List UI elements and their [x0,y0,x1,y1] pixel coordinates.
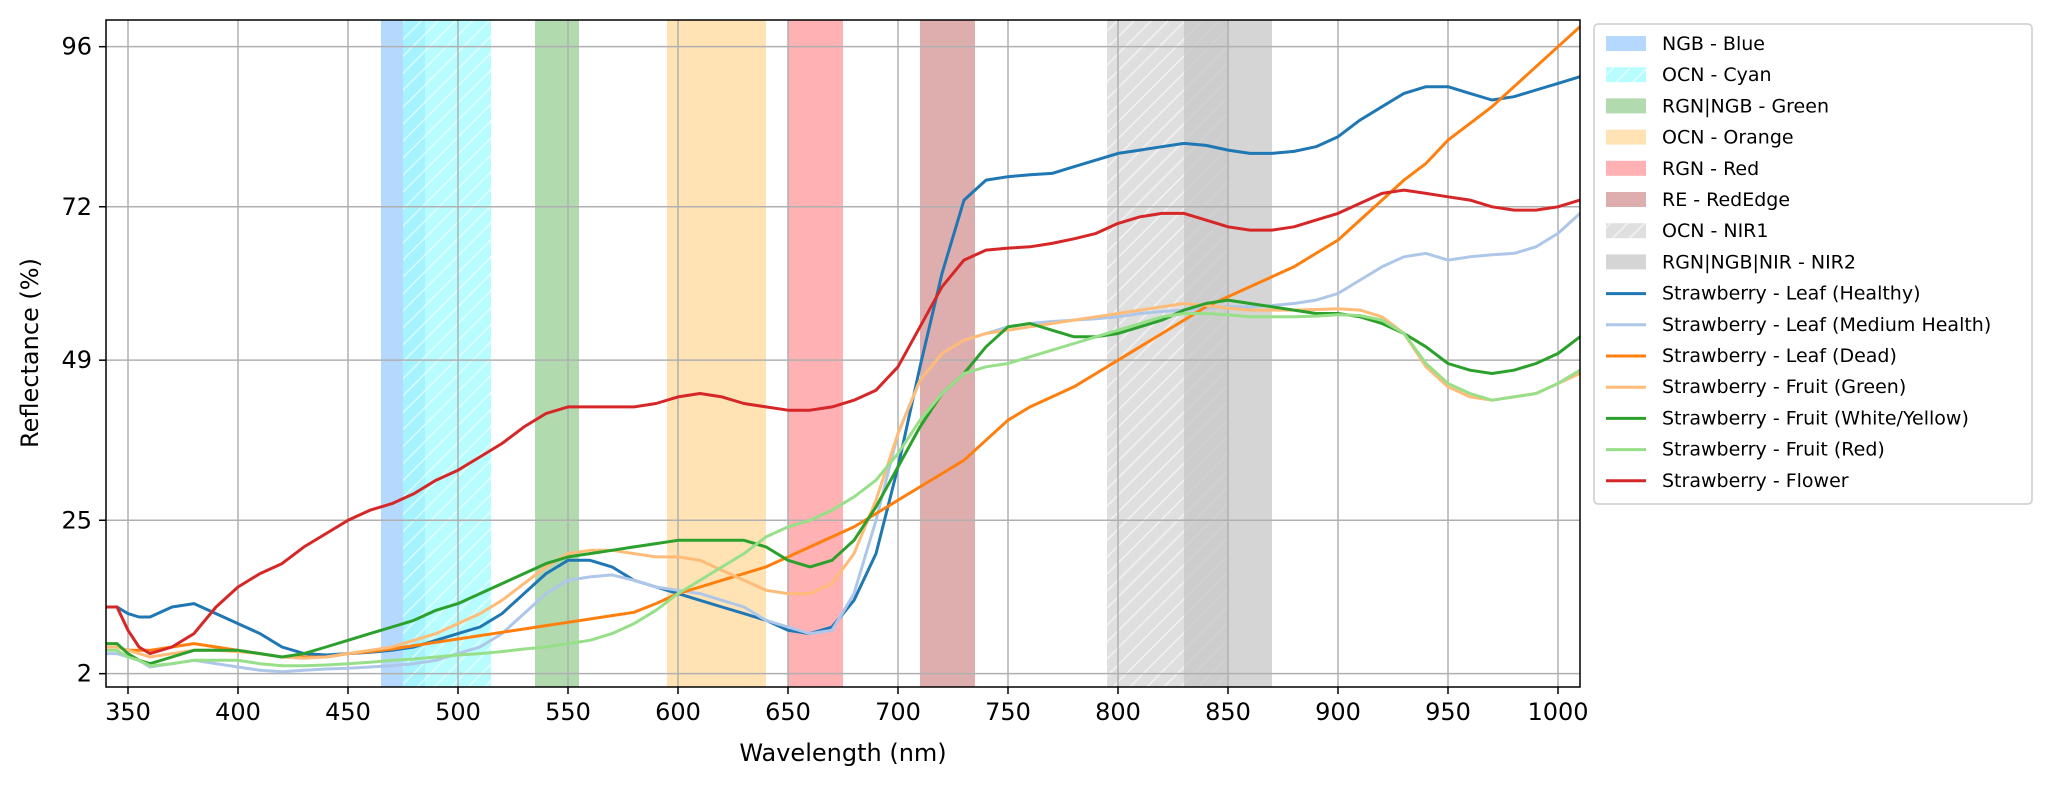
legend-label-rgn-ngb-green: RGN|NGB - Green [1662,95,1829,117]
y-tick-label: 25 [61,506,92,534]
legend-swatch-rgn-ngb-green [1606,98,1646,114]
legend-label-ngb-blue: NGB - Blue [1662,33,1765,55]
x-tick-label: 350 [105,698,151,726]
x-tick-label: 800 [1095,698,1141,726]
legend-label-strawberry-fruit-white-yellow: Strawberry - Fruit (White/Yellow) [1662,407,1969,429]
x-tick-label: 450 [325,698,371,726]
legend-label-strawberry-leaf-healthy: Strawberry - Leaf (Healthy) [1662,283,1921,305]
data-series [106,25,1580,674]
x-tick-label: 700 [875,698,921,726]
series-line-strawberry-leaf-medium-health [106,211,1580,674]
legend-swatch-hatch [1606,223,1646,239]
x-tick-label: 750 [985,698,1031,726]
legend-label-strawberry-leaf-dead: Strawberry - Leaf (Dead) [1662,345,1897,367]
legend-label-strawberry-leaf-medium-health: Strawberry - Leaf (Medium Health) [1662,314,1991,336]
band-re-rededge [920,20,975,687]
band-rgn-red [788,20,843,687]
legend: NGB - Blue OCN - Cyan RGN|NGB - Green OCN -… [1593,23,2033,505]
legend-label-rgn-ngb-nir-nir2: RGN|NGB|NIR - NIR2 [1662,251,1856,273]
legend-label-strawberry-fruit-green: Strawberry - Fruit (Green) [1662,376,1906,398]
series-line-strawberry-fruit-green [106,302,1580,660]
legend-label-ocn-nir1: OCN - NIR1 [1662,220,1768,242]
legend-label-ocn-cyan: OCN - Cyan [1662,64,1772,86]
band-hatch-ocn-cyan [403,20,491,687]
x-tick-label: 400 [215,698,261,726]
y-tick-label: 2 [77,660,92,688]
y-tick-label: 96 [61,33,92,61]
x-tick-label: 950 [1425,698,1471,726]
legend-label-rgn-red: RGN - Red [1662,158,1759,180]
band-ocn-orange [667,20,766,687]
legend-swatch-ocn-orange [1606,129,1646,145]
y-axis-ticks: 2 25 49 72 96 [61,33,106,688]
x-tick-label: 550 [545,698,591,726]
x-axis-label: Wavelength (nm) [739,739,946,767]
x-tick-label: 1000 [1527,698,1588,726]
legend-swatch-hatch [1606,67,1646,83]
x-tick-label: 500 [435,698,481,726]
legend-swatch-rgn-ngb-nir-nir2 [1606,254,1646,270]
legend-label-strawberry-fruit-red: Strawberry - Fruit (Red) [1662,439,1885,461]
series-line-strawberry-leaf-healthy [106,75,1580,657]
series-line-strawberry-flower [106,188,1580,656]
legend-swatch-re-rededge [1606,192,1646,207]
legend-swatch-rgn-red [1606,160,1646,176]
legend-swatch-ngb-blue [1606,36,1646,51]
grid-lines [106,20,1580,687]
legend-box [1593,23,2033,505]
series-line-strawberry-fruit-red [106,312,1580,668]
x-tick-label: 650 [765,698,811,726]
y-axis-label: Reflectance (%) [16,258,44,448]
x-tick-label: 600 [655,698,701,726]
x-tick-label: 900 [1315,698,1361,726]
y-tick-label: 72 [61,193,92,221]
x-axis-ticks: 350 400 450 500 550 600 650 700 750 800 850 900 950 1… [105,687,1589,726]
legend-label-ocn-orange: OCN - Orange [1662,127,1794,149]
plot-frame [105,19,1581,688]
legend-label-strawberry-flower: Strawberry - Flower [1662,470,1849,492]
x-tick-label: 850 [1205,698,1251,726]
legend-label-re-rededge: RE - RedEdge [1662,189,1790,211]
series-line-strawberry-fruit-white-yellow [106,298,1580,666]
y-tick-label: 49 [61,346,92,374]
